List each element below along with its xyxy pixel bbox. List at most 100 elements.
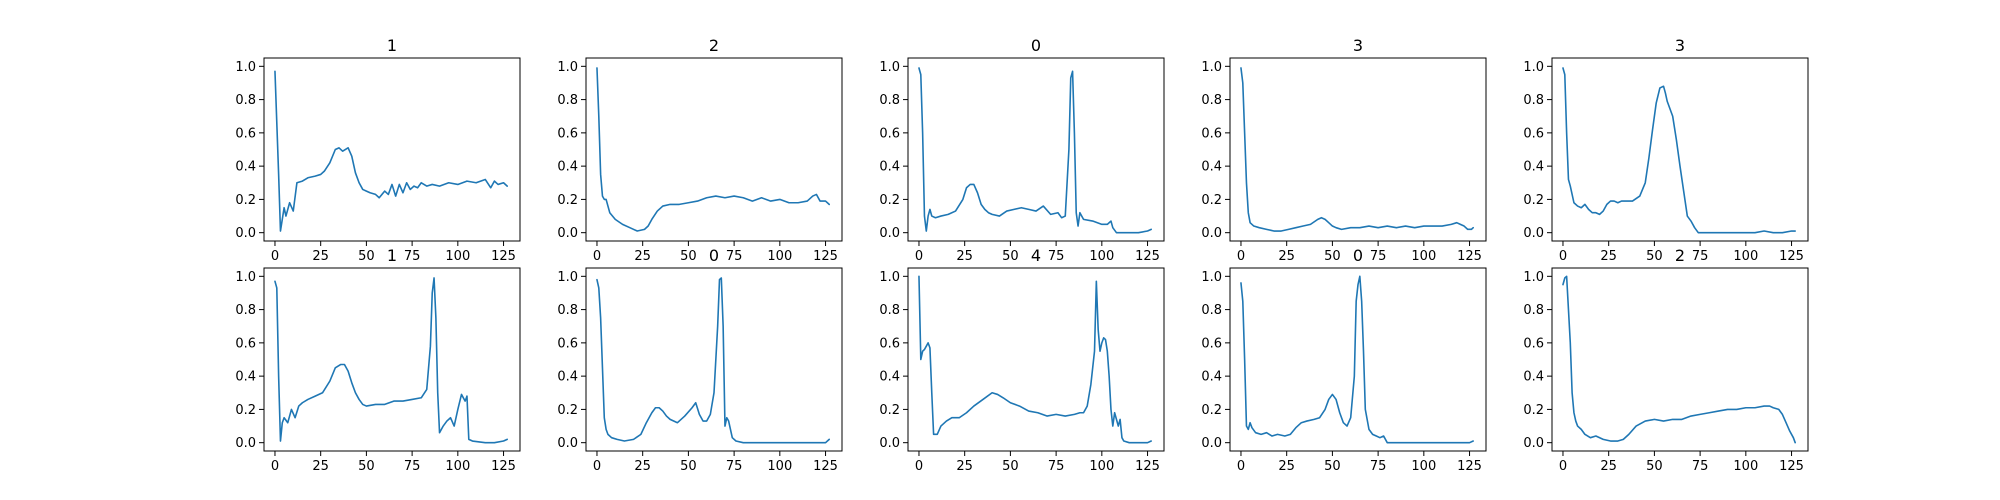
- axes-frame: [1229, 57, 1487, 242]
- x-tick-label: 50: [358, 459, 375, 474]
- axes-frame: [907, 57, 1165, 242]
- x-tick-label: 125: [1457, 459, 1482, 474]
- y-tick-label: 0.0: [1523, 436, 1544, 451]
- y-tick-label: 0.0: [1201, 226, 1222, 241]
- y-tick-label: 0.0: [557, 436, 578, 451]
- x-tick-label: 50: [1002, 249, 1019, 264]
- y-tick-label: 0.2: [557, 193, 578, 208]
- x-tick-label: 0: [271, 249, 279, 264]
- x-tick-label: 100: [445, 459, 470, 474]
- x-tick-label: 25: [312, 459, 329, 474]
- y-tick-label: 0.0: [1201, 436, 1222, 451]
- subplot-title: 0: [709, 246, 719, 265]
- y-tick-label: 0.2: [1523, 403, 1544, 418]
- y-tick-label: 0.8: [1201, 93, 1222, 108]
- y-tick-label: 0.2: [1201, 403, 1222, 418]
- x-tick-label: 0: [915, 249, 923, 264]
- x-tick-label: 125: [813, 249, 838, 264]
- x-tick-label: 0: [1559, 459, 1567, 474]
- x-tick-label: 100: [1733, 249, 1758, 264]
- y-tick-label: 0.4: [879, 160, 900, 175]
- axes-frame: [1229, 267, 1487, 452]
- y-tick-label: 0.8: [557, 93, 578, 108]
- y-tick-label: 0.8: [879, 93, 900, 108]
- series-line: [1240, 275, 1474, 444]
- y-tick-label: 1.0: [1523, 270, 1544, 285]
- subplot-title: 2: [709, 36, 719, 55]
- axes-frame: [585, 57, 843, 242]
- y-tick-label: 0.4: [1201, 370, 1222, 385]
- x-tick-label: 25: [956, 459, 973, 474]
- x-tick-label: 75: [1370, 459, 1387, 474]
- x-tick-label: 100: [445, 249, 470, 264]
- subplot-title: 0: [1353, 246, 1363, 265]
- subplot-3: 0 25 50 75 100 125 0.0 0.2 0.4 0.6 0.8 1.0 0: [879, 36, 1165, 264]
- subplot-2: 0 25 50 75 100 125 0.0 0.2 0.4 0.6 0.8 1.0 2: [557, 36, 843, 264]
- series-line: [918, 67, 1152, 234]
- x-tick-label: 0: [593, 249, 601, 264]
- series-line: [1240, 67, 1474, 232]
- x-tick-label: 75: [404, 459, 421, 474]
- y-tick-label: 0.2: [1523, 193, 1544, 208]
- y-tick-label: 0.4: [1523, 370, 1544, 385]
- subplot-title: 1: [387, 36, 397, 55]
- x-tick-label: 75: [1048, 459, 1065, 474]
- y-tick-label: 0.8: [1523, 303, 1544, 318]
- y-tick-label: 0.0: [235, 436, 256, 451]
- x-tick-label: 25: [956, 249, 973, 264]
- x-tick-label: 100: [1733, 459, 1758, 474]
- y-tick-label: 0.0: [557, 226, 578, 241]
- x-tick-label: 100: [1411, 249, 1436, 264]
- subplot-10: 0 25 50 75 100 125 0.0 0.2 0.4 0.6 0.8 1.0 2: [1523, 246, 1809, 474]
- x-tick-label: 25: [634, 459, 651, 474]
- y-tick-label: 1.0: [235, 270, 256, 285]
- series-line: [1562, 67, 1796, 234]
- y-tick-label: 0.6: [235, 336, 256, 351]
- x-tick-label: 75: [1692, 459, 1709, 474]
- x-tick-label: 125: [491, 459, 516, 474]
- x-tick-label: 25: [1278, 249, 1295, 264]
- y-tick-label: 0.4: [557, 370, 578, 385]
- y-tick-label: 0.6: [1523, 336, 1544, 351]
- x-tick-label: 25: [1600, 459, 1617, 474]
- y-tick-label: 0.6: [1201, 126, 1222, 141]
- subplot-9: 0 25 50 75 100 125 0.0 0.2 0.4 0.6 0.8 1.0 0: [1201, 246, 1487, 474]
- y-tick-label: 0.6: [235, 126, 256, 141]
- series-line: [596, 277, 830, 444]
- subplot-5: 0 25 50 75 100 125 0.0 0.2 0.4 0.6 0.8 1.0 3: [1523, 36, 1809, 264]
- y-tick-label: 0.8: [1523, 93, 1544, 108]
- axes-frame: [585, 267, 843, 452]
- y-tick-label: 0.4: [235, 160, 256, 175]
- x-tick-label: 100: [1089, 249, 1114, 264]
- y-tick-label: 0.4: [879, 370, 900, 385]
- x-tick-label: 25: [634, 249, 651, 264]
- subplot-title: 4: [1031, 246, 1041, 265]
- subplot-4: 0 25 50 75 100 125 0.0 0.2 0.4 0.6 0.8 1.0 3: [1201, 36, 1487, 264]
- x-tick-label: 125: [1779, 249, 1804, 264]
- x-tick-label: 0: [593, 459, 601, 474]
- y-tick-label: 0.6: [557, 336, 578, 351]
- subplot-title: 3: [1675, 36, 1685, 55]
- subplot-6: 0 25 50 75 100 125 0.0 0.2 0.4 0.6 0.8 1.0 1: [235, 246, 521, 474]
- x-tick-label: 50: [680, 249, 697, 264]
- subplot-7: 0 25 50 75 100 125 0.0 0.2 0.4 0.6 0.8 1.0 0: [557, 246, 843, 474]
- x-tick-label: 50: [1002, 459, 1019, 474]
- x-tick-label: 75: [726, 249, 743, 264]
- y-tick-label: 0.6: [1523, 126, 1544, 141]
- y-tick-label: 0.2: [235, 403, 256, 418]
- y-tick-label: 0.4: [235, 370, 256, 385]
- y-tick-label: 0.0: [1523, 226, 1544, 241]
- y-tick-label: 0.0: [879, 226, 900, 241]
- x-tick-label: 50: [1646, 249, 1663, 264]
- series-line: [1562, 275, 1796, 444]
- x-tick-label: 50: [358, 249, 375, 264]
- axes-frame: [263, 267, 521, 452]
- y-tick-label: 0.2: [1201, 193, 1222, 208]
- x-tick-label: 75: [1370, 249, 1387, 264]
- x-tick-label: 75: [1048, 249, 1065, 264]
- x-tick-label: 100: [767, 459, 792, 474]
- y-tick-label: 1.0: [879, 270, 900, 285]
- subplot-title: 3: [1353, 36, 1363, 55]
- y-tick-label: 0.6: [879, 336, 900, 351]
